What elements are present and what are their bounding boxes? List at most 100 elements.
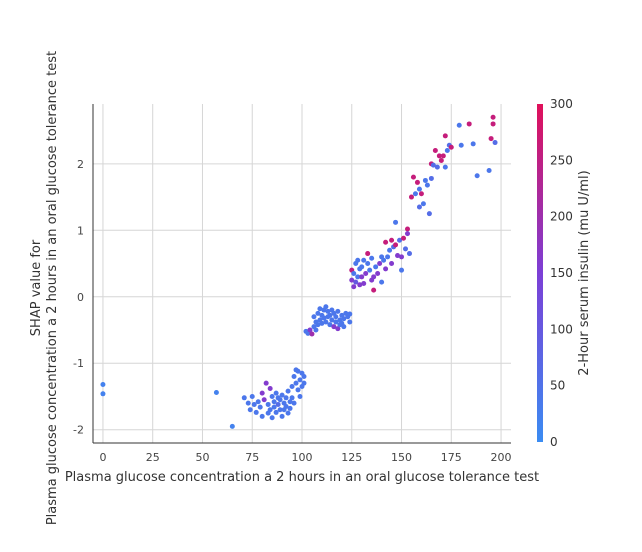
scatter-point <box>377 261 383 267</box>
x-tick-label: 175 <box>441 451 462 464</box>
scatter-point <box>410 174 416 180</box>
scatter-point <box>351 271 357 276</box>
y-axis-label-line2: Plasma glucose concentration a 2 hours i… <box>45 51 60 525</box>
x-tick-label: 125 <box>341 451 362 464</box>
scatter-point <box>245 400 251 406</box>
scatter-point <box>359 274 365 280</box>
scatter-point <box>486 167 492 173</box>
scatter-point <box>267 407 273 413</box>
scatter-point <box>373 264 379 270</box>
scatter-point <box>289 395 295 401</box>
scatter-point <box>448 144 454 150</box>
scatter-point <box>251 401 257 407</box>
scatter-point <box>418 191 424 197</box>
scatter-point <box>315 322 321 328</box>
scatter-point <box>291 374 297 380</box>
scatter-point <box>285 410 291 416</box>
scatter-point <box>311 314 317 320</box>
scatter-point <box>490 121 496 127</box>
scatter-point <box>371 274 377 280</box>
scatter-point <box>434 164 440 170</box>
y-tick-labels: -2 -1 0 1 2 <box>73 158 84 437</box>
scatter-point <box>269 393 275 399</box>
scatter-point <box>333 314 339 320</box>
colorbar-tick-label: 100 <box>550 322 573 336</box>
scatter-point <box>466 121 472 127</box>
scatter-point <box>416 186 422 192</box>
scatter-point <box>100 382 106 388</box>
scatter-point <box>355 257 361 263</box>
scatter-point <box>379 279 385 285</box>
scatter-point <box>309 331 315 337</box>
scatter-point <box>490 114 496 120</box>
scatter-point <box>381 257 387 263</box>
scatter-point <box>456 122 462 128</box>
scatter-point <box>365 251 371 257</box>
scatter-point <box>275 401 281 407</box>
scatter-point <box>369 255 375 261</box>
scatter-point <box>404 231 410 237</box>
scatter-point <box>403 246 409 252</box>
scatter-point <box>349 277 355 283</box>
scatter-point <box>408 194 414 200</box>
scatter-point <box>357 282 363 288</box>
x-axis-label: Plasma glucose concentration a 2 hours i… <box>65 470 539 485</box>
x-tick-label: 200 <box>491 451 512 464</box>
scatter-point <box>277 407 283 413</box>
scatter-point <box>492 140 498 146</box>
scatter-point <box>257 404 263 410</box>
scatter-point <box>329 317 335 323</box>
scatter-point <box>458 142 464 148</box>
scatter-point <box>271 404 277 410</box>
scatter-point <box>375 271 381 276</box>
scatter-point <box>383 239 389 245</box>
scatter-point <box>361 257 367 263</box>
scatter-point <box>406 251 412 257</box>
scatter-point <box>301 374 307 380</box>
scatter-point <box>297 393 303 399</box>
scatter-point <box>331 324 337 330</box>
scatter-point <box>440 153 446 159</box>
scatter-point <box>100 391 106 397</box>
scatter-point <box>371 287 377 293</box>
scatter-point <box>301 380 307 386</box>
y-axis-label-line1: SHAP value for <box>29 239 44 336</box>
y-tick-label: 2 <box>77 158 84 171</box>
scatter-point <box>265 401 271 407</box>
scatter-point <box>327 322 333 328</box>
colorbar-tick-label: 250 <box>550 153 573 167</box>
x-tick-label: 50 <box>195 451 209 464</box>
scatter-point <box>438 158 444 163</box>
scatter-point <box>273 390 279 396</box>
y-tick-label: -1 <box>73 357 84 370</box>
scatter-point <box>442 164 448 170</box>
scatter-point <box>393 219 399 225</box>
x-tick-label: 100 <box>292 451 313 464</box>
scatter-points <box>100 114 498 429</box>
scatter-point <box>269 415 275 421</box>
scatter-point <box>285 388 291 394</box>
grid-lines <box>93 104 511 443</box>
scatter-point <box>389 237 395 243</box>
scatter-point <box>259 390 265 396</box>
scatter-point <box>273 409 279 415</box>
scatter-point <box>420 201 426 207</box>
scatter-point <box>351 284 357 290</box>
scatter-point <box>333 319 339 325</box>
scatter-point <box>229 423 235 429</box>
scatter-point <box>247 407 253 413</box>
scatter-point <box>313 327 319 333</box>
scatter-point <box>359 264 365 270</box>
scatter-point <box>255 399 261 405</box>
scatter-point <box>295 387 301 393</box>
colorbar-tick-label: 0 <box>550 435 558 449</box>
scatter-point <box>291 400 297 406</box>
colorbar-label: 2-Hour serum insulin (mu U/ml) <box>577 170 592 375</box>
scatter-point <box>279 413 285 419</box>
scatter-point <box>424 182 430 188</box>
scatter-point <box>353 279 359 285</box>
scatter-point <box>287 405 293 411</box>
scatter-point <box>416 204 422 210</box>
scatter-point <box>327 312 333 318</box>
scatter-point <box>249 393 255 399</box>
